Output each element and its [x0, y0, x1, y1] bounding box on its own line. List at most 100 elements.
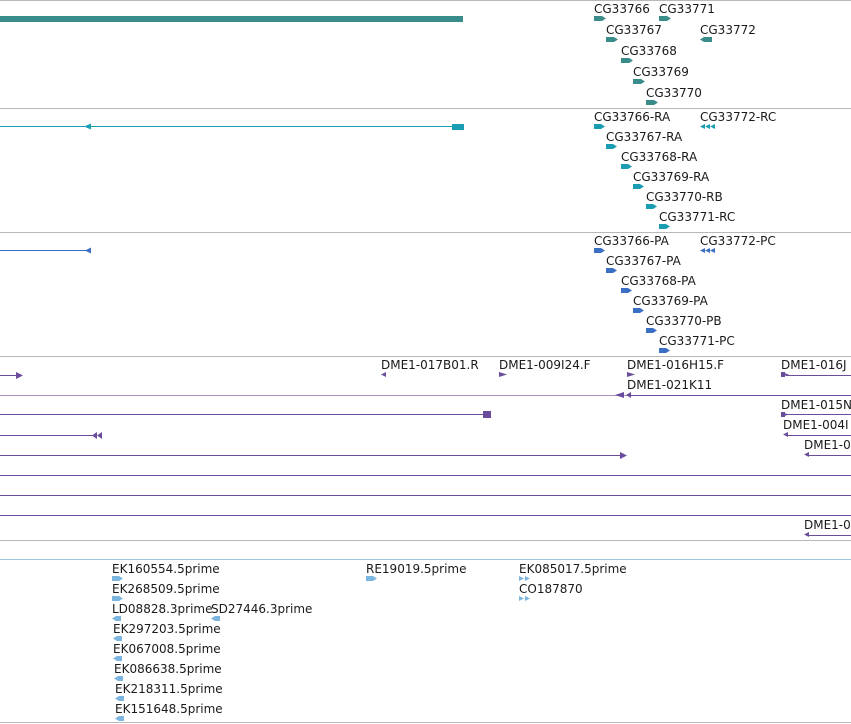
genes-glyph[interactable]	[621, 58, 633, 63]
bac-end-line[interactable]	[786, 414, 851, 415]
transcripts-glyph[interactable]	[606, 144, 617, 149]
genes-label[interactable]: CG33771	[659, 2, 715, 16]
bac-ends-label[interactable]: DME1-0	[804, 518, 851, 532]
bac-ends-label[interactable]: DME1-0	[804, 438, 851, 452]
proteins-label[interactable]: CG33772-PC	[700, 234, 776, 248]
ests-glyph[interactable]	[115, 696, 124, 701]
ests-glyph[interactable]	[112, 576, 123, 581]
ests-label[interactable]: EK160554.5prime	[112, 562, 220, 576]
bac-ends-glyph[interactable]	[804, 532, 809, 537]
bac-ends-glyph[interactable]	[615, 392, 631, 398]
transcripts-label[interactable]: CG33770-RB	[646, 190, 723, 204]
bac-ends-label[interactable]: DME1-009I24.F	[499, 358, 591, 372]
proteins-glyph[interactable]	[659, 348, 670, 353]
ests-glyph[interactable]	[112, 616, 121, 621]
bac-end-line[interactable]	[808, 455, 851, 456]
bac-ends-glyph[interactable]	[499, 372, 507, 377]
transcripts-glyph[interactable]	[659, 224, 670, 229]
ests-glyph[interactable]	[519, 576, 530, 581]
proteins-glyph[interactable]	[621, 288, 632, 293]
proteins-label[interactable]: CG33771-PC	[659, 334, 735, 348]
transcripts-label[interactable]: CG33768-RA	[621, 150, 698, 164]
ests-glyph[interactable]	[114, 676, 123, 681]
ests-glyph[interactable]	[112, 596, 123, 601]
transcripts-label[interactable]: CG33767-RA	[606, 130, 683, 144]
transcripts-glyph[interactable]	[646, 204, 657, 209]
genes-label[interactable]: CG33770	[646, 86, 702, 100]
bac-ends-glyph[interactable]	[781, 372, 789, 377]
bac-ends-glyph[interactable]	[804, 452, 809, 457]
transcripts-label[interactable]: CG33766-RA	[594, 110, 671, 124]
ests-glyph[interactable]	[113, 656, 122, 661]
bac-ends-label[interactable]: DME1-004I	[783, 418, 849, 432]
ests-label[interactable]: EK086638.5prime	[114, 662, 222, 676]
bac-end-line[interactable]	[0, 495, 851, 496]
bac-ends-glyph[interactable]	[783, 432, 788, 437]
bac-end-line[interactable]	[0, 515, 851, 516]
proteins-label[interactable]: CG33768-PA	[621, 274, 697, 288]
bac-ends-glyph[interactable]	[381, 372, 386, 377]
ests-label[interactable]: EK218311.5prime	[115, 682, 223, 696]
proteins-label[interactable]: CG33766-PA	[594, 234, 670, 248]
genes-glyph[interactable]	[633, 79, 645, 84]
transcripts-glyph[interactable]	[621, 164, 632, 169]
genes-label[interactable]: CG33772	[700, 23, 756, 37]
genes-label[interactable]: CG33768	[621, 44, 677, 58]
ests-label[interactable]: EK085017.5prime	[519, 562, 627, 576]
bac-end-line[interactable]	[808, 535, 851, 536]
proteins-glyph[interactable]	[606, 268, 617, 273]
proteins-glyph[interactable]	[646, 328, 657, 333]
genes-label[interactable]: CG33767	[606, 23, 662, 37]
bac-ends-label[interactable]: DME1-015N	[781, 398, 851, 412]
genes-label[interactable]: CG33769	[633, 65, 689, 79]
ests-label[interactable]: EK067008.5prime	[113, 642, 221, 656]
genes-label[interactable]: CG33766	[594, 2, 650, 16]
bac-ends-glyph[interactable]	[781, 412, 789, 417]
bac-end-line[interactable]	[788, 435, 851, 436]
transcripts-glyph[interactable]	[700, 124, 715, 129]
bac-ends-label[interactable]: DME1-016J	[781, 358, 847, 372]
bac-end-line[interactable]	[786, 375, 851, 376]
genes-glyph[interactable]	[606, 37, 618, 42]
ests-label[interactable]: CO187870	[519, 582, 583, 596]
bac-ends-glyph[interactable]	[627, 372, 635, 377]
ests-label[interactable]: LD08828.3prime	[112, 602, 213, 616]
proteins-label[interactable]: CG33770-PB	[646, 314, 722, 328]
ests-glyph[interactable]	[115, 716, 124, 721]
ests-label[interactable]: RE19019.5prime	[366, 562, 467, 576]
bac-end-line[interactable]	[630, 395, 851, 396]
ests-glyph[interactable]	[366, 576, 377, 581]
transcript-intron-line[interactable]	[0, 126, 458, 127]
proteins-glyph[interactable]	[594, 248, 605, 253]
bac-end-line[interactable]	[0, 455, 620, 456]
bac-ends-label[interactable]: DME1-016H15.F	[627, 358, 724, 372]
transcripts-glyph[interactable]	[594, 124, 605, 129]
genes-glyph[interactable]	[700, 37, 712, 42]
bac-end-line[interactable]	[0, 375, 16, 376]
ests-glyph[interactable]	[519, 596, 530, 601]
ests-glyph[interactable]	[113, 636, 122, 641]
bac-end-line[interactable]	[0, 435, 96, 436]
transcripts-label[interactable]: CG33772-RC	[700, 110, 776, 124]
bac-end-line[interactable]	[0, 475, 851, 476]
bac-ends-label[interactable]: DME1-021K11	[627, 378, 712, 392]
protein-line[interactable]	[0, 250, 88, 251]
genes-glyph[interactable]	[594, 16, 606, 21]
ests-label[interactable]: EK151648.5prime	[115, 702, 223, 716]
proteins-glyph[interactable]	[700, 248, 715, 253]
ests-label[interactable]: SD27446.3prime	[211, 602, 312, 616]
ests-glyph[interactable]	[211, 616, 220, 621]
bac-ends-label[interactable]: DME1-017B01.R	[381, 358, 479, 372]
bac-end-line[interactable]	[0, 414, 488, 415]
genes-glyph[interactable]	[646, 100, 658, 105]
transcripts-label[interactable]: CG33771-RC	[659, 210, 735, 224]
proteins-label[interactable]: CG33769-PA	[633, 294, 709, 308]
genes-glyph[interactable]	[659, 16, 671, 21]
proteins-glyph[interactable]	[633, 308, 644, 313]
ests-label[interactable]: EK297203.5prime	[113, 622, 221, 636]
ests-label[interactable]: EK268509.5prime	[112, 582, 220, 596]
transcript-exon[interactable]	[452, 124, 464, 130]
transcripts-label[interactable]: CG33769-RA	[633, 170, 710, 184]
proteins-label[interactable]: CG33767-PA	[606, 254, 682, 268]
gene-extent-bar[interactable]	[0, 16, 463, 22]
